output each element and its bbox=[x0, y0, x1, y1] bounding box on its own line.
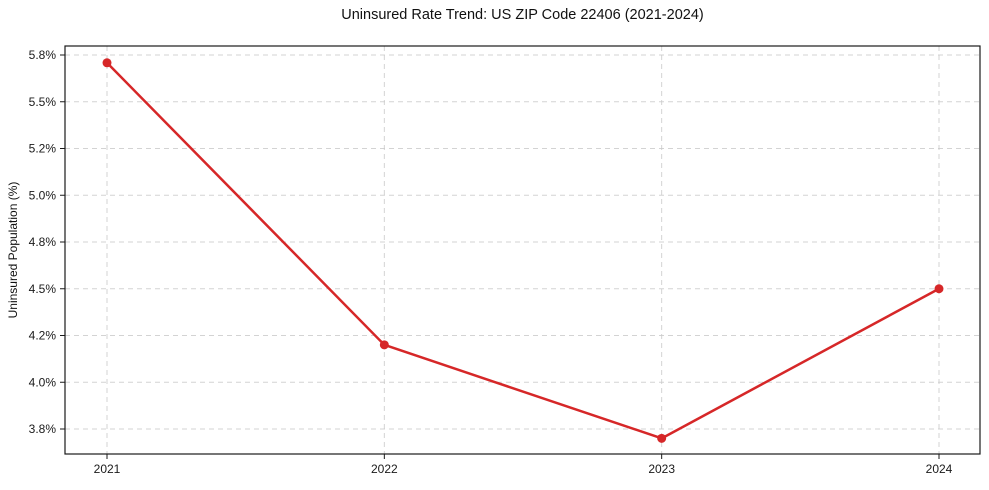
y-tick-label: 4.8% bbox=[29, 235, 57, 249]
data-point bbox=[934, 284, 944, 294]
y-tick-label: 4.2% bbox=[29, 329, 57, 343]
y-tick-label: 5.8% bbox=[29, 48, 57, 62]
y-tick-label: 5.0% bbox=[29, 188, 57, 202]
trend-line bbox=[105, 61, 941, 440]
plot-border bbox=[64, 45, 981, 455]
data-point bbox=[379, 340, 389, 350]
data-point bbox=[102, 58, 112, 68]
x-tick-label: 2022 bbox=[371, 462, 398, 476]
x-tick-label: 2024 bbox=[926, 462, 953, 476]
y-tick-label: 5.5% bbox=[29, 95, 57, 109]
x-tick-label: 2023 bbox=[648, 462, 675, 476]
y-tick-label: 3.8% bbox=[29, 422, 57, 436]
y-tick-label: 4.5% bbox=[29, 282, 57, 296]
y-tick-label: 5.2% bbox=[29, 142, 57, 156]
chart-title: Uninsured Rate Trend: US ZIP Code 22406 … bbox=[341, 7, 704, 23]
data-point bbox=[657, 433, 667, 443]
x-tick-label: 2021 bbox=[94, 462, 121, 476]
y-tick-label: 4.0% bbox=[29, 375, 57, 389]
